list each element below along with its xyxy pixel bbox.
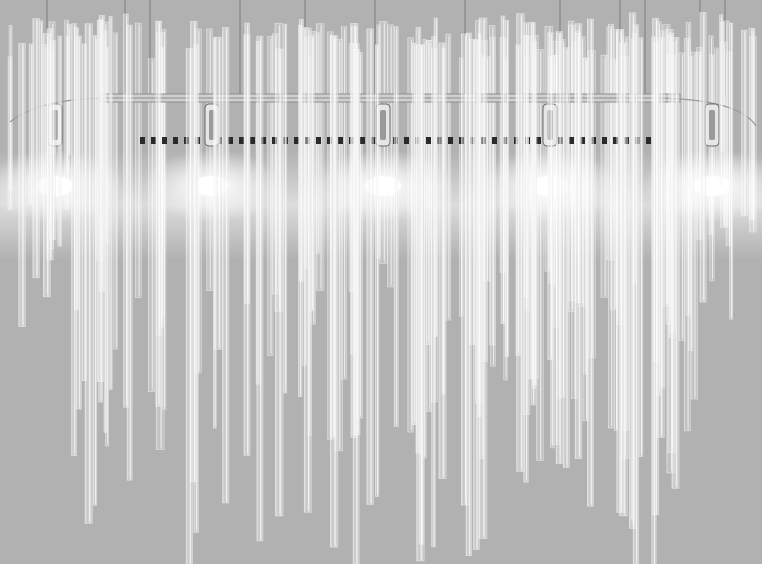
front-crystal-rod [214,36,223,350]
frame-connector-dot [140,137,145,144]
front-crystal-rod [185,48,194,564]
front-crystal-rod [155,20,162,407]
front-crystal-rod [374,44,380,497]
front-crystal-rod [616,29,625,513]
front-crystal-rod [668,32,675,338]
front-crystal-rod [329,35,339,548]
front-crystal-rod [586,18,594,507]
front-crystal-rod [74,27,80,311]
frame-connector-dot [316,137,321,144]
front-crystal-rod [504,20,510,357]
bulb-core [694,176,730,196]
front-crystal-rod [366,28,374,505]
front-crystal-rod [530,22,536,406]
frame [9,93,757,147]
frame-connector-dot [580,137,585,144]
frame-connector-dot [404,137,409,144]
frame-connector-dot [448,137,453,144]
front-crystal-rod [303,27,312,513]
front-crystal-rod [562,47,570,468]
front-crystal-rod [353,49,361,436]
frame-connector-dot [250,137,255,144]
front-crystal-rod [28,43,34,205]
frame-connector-dot [646,137,651,144]
frame-connector-dot [360,137,365,144]
front-crystal-rod [32,18,40,279]
front-crystal-rod [126,24,133,481]
front-crystal-rod [468,39,477,345]
front-crystal-rod [741,29,748,217]
frame-connector-dot [162,137,167,144]
front-crystal-rod [46,28,54,261]
bulb-core [365,176,401,196]
frame-connector-dot [602,137,607,144]
front-crystal-rod [222,27,230,504]
front-crystal-rod [57,35,62,247]
front-crystal-rod [108,16,113,390]
frame-connector-dot [536,137,541,144]
front-crystal-rod [460,33,469,506]
frame-connector-dot [492,137,497,144]
front-crystal-rod [574,32,582,303]
frame-connector-dot [228,137,233,144]
frame-connector-dot [327,137,332,144]
frame-connector-dot [272,137,277,144]
frame-connector-dot [173,137,178,144]
bulb-socket [380,110,386,140]
front-crystal-rod [393,26,399,427]
frame-connector-dot [239,137,244,144]
front-crystal-rod [638,37,644,457]
front-crystal-rod [275,48,284,517]
front-crystal-rod [699,12,707,303]
frame-connector-dot [151,137,156,144]
frame-connector-dot [569,137,574,144]
front-crystal-rod [416,44,425,562]
front-crystal-rods [18,12,748,564]
frame-connector-dot [261,137,266,144]
frame-connector-dot [613,137,618,144]
front-crystal-rod [18,43,26,327]
frame-connector-dot [426,137,431,144]
front-crystal-rod [651,36,657,564]
front-crystal-rod [96,20,104,382]
front-crystal-rod [256,35,264,542]
front-crystal-rod [547,32,554,361]
frame-connector-dot [338,137,343,144]
frame-connector-dot [294,137,299,144]
front-crystal-rod [244,22,250,304]
front-crystal-rod [628,12,637,529]
front-crystal-rod [478,17,488,539]
front-crystal-rod [555,31,563,464]
front-crystal-rod [84,23,93,524]
front-crystal-rod [93,35,98,506]
front-crystal-rod [515,44,521,356]
bulb-socket [709,110,715,140]
